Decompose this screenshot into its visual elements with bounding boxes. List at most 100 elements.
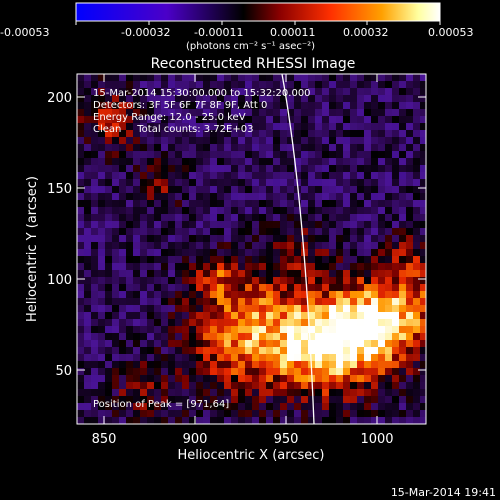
intensity-cell (294, 144, 301, 151)
intensity-cell (343, 291, 350, 298)
intensity-cell (119, 410, 126, 417)
intensity-cell (98, 417, 105, 424)
intensity-cell (84, 375, 91, 382)
intensity-cell (77, 95, 84, 102)
intensity-cell (84, 256, 91, 263)
intensity-cell (126, 95, 133, 102)
intensity-cell (273, 151, 280, 158)
intensity-cell (112, 340, 119, 347)
intensity-cell (406, 298, 413, 305)
intensity-cell (273, 361, 280, 368)
intensity-cell (364, 158, 371, 165)
intensity-cell (252, 242, 259, 249)
intensity-cell (217, 228, 224, 235)
intensity-cell (210, 193, 217, 200)
intensity-cell (238, 179, 245, 186)
intensity-cell (336, 403, 343, 410)
intensity-cell (217, 74, 224, 81)
intensity-cell (413, 277, 420, 284)
intensity-cell (294, 74, 301, 81)
intensity-cell (189, 158, 196, 165)
intensity-cell (210, 207, 217, 214)
intensity-cell (259, 95, 266, 102)
intensity-cell (420, 375, 426, 382)
intensity-cell (385, 305, 392, 312)
intensity-cell (154, 270, 161, 277)
intensity-cell (294, 410, 301, 417)
intensity-cell (371, 263, 378, 270)
intensity-cell (161, 417, 168, 424)
intensity-cell (84, 305, 91, 312)
intensity-cell (126, 368, 133, 375)
info-detectors: Detectors: 3F 5F 6F 7F 8F 9F, Att 0 (93, 100, 267, 111)
intensity-cell (105, 375, 112, 382)
y-tick-label: 50 (55, 364, 72, 379)
intensity-cell (266, 277, 273, 284)
intensity-cell (413, 284, 420, 291)
intensity-cell (154, 410, 161, 417)
intensity-cell (308, 270, 315, 277)
image-area (76, 73, 427, 425)
intensity-cell (168, 270, 175, 277)
intensity-cell (420, 333, 426, 340)
intensity-cell (322, 375, 329, 382)
intensity-cell (189, 326, 196, 333)
intensity-cell (126, 137, 133, 144)
intensity-cell (329, 74, 336, 81)
intensity-cell (371, 193, 378, 200)
intensity-cell (329, 88, 336, 95)
intensity-cell (189, 242, 196, 249)
intensity-cell (322, 228, 329, 235)
intensity-cell (175, 284, 182, 291)
intensity-cell (364, 417, 371, 424)
intensity-cell (259, 74, 266, 81)
intensity-cell (182, 158, 189, 165)
intensity-cell (392, 389, 399, 396)
intensity-cell (231, 235, 238, 242)
intensity-cell (231, 375, 238, 382)
intensity-cell (266, 144, 273, 151)
intensity-cell (280, 151, 287, 158)
intensity-cell (154, 291, 161, 298)
intensity-cell (252, 333, 259, 340)
intensity-cell (287, 410, 294, 417)
intensity-cell (413, 88, 420, 95)
intensity-cell (168, 88, 175, 95)
intensity-cell (280, 200, 287, 207)
intensity-cell (266, 249, 273, 256)
intensity-cell (105, 186, 112, 193)
intensity-cell (161, 165, 168, 172)
intensity-cell (350, 130, 357, 137)
intensity-cell (182, 235, 189, 242)
intensity-cell (84, 410, 91, 417)
intensity-cell (140, 410, 147, 417)
intensity-cell (294, 382, 301, 389)
intensity-cell (301, 312, 308, 319)
intensity-cell (196, 172, 203, 179)
intensity-cell (266, 263, 273, 270)
intensity-cell (385, 249, 392, 256)
intensity-cell (98, 263, 105, 270)
intensity-cell (336, 347, 343, 354)
intensity-cell (308, 186, 315, 193)
intensity-cell (168, 137, 175, 144)
intensity-cell (294, 214, 301, 221)
intensity-cell (161, 130, 168, 137)
intensity-cell (91, 200, 98, 207)
intensity-cell (343, 193, 350, 200)
intensity-cell (273, 228, 280, 235)
intensity-cell (98, 375, 105, 382)
intensity-cell (245, 333, 252, 340)
intensity-cell (385, 319, 392, 326)
intensity-cell (392, 277, 399, 284)
intensity-cell (119, 305, 126, 312)
intensity-cell (161, 179, 168, 186)
intensity-cell (357, 242, 364, 249)
intensity-cell (231, 144, 238, 151)
intensity-cell (217, 109, 224, 116)
intensity-cell (343, 354, 350, 361)
intensity-cell (385, 270, 392, 277)
intensity-cell (259, 305, 266, 312)
intensity-cell (203, 165, 210, 172)
intensity-cell (294, 165, 301, 172)
